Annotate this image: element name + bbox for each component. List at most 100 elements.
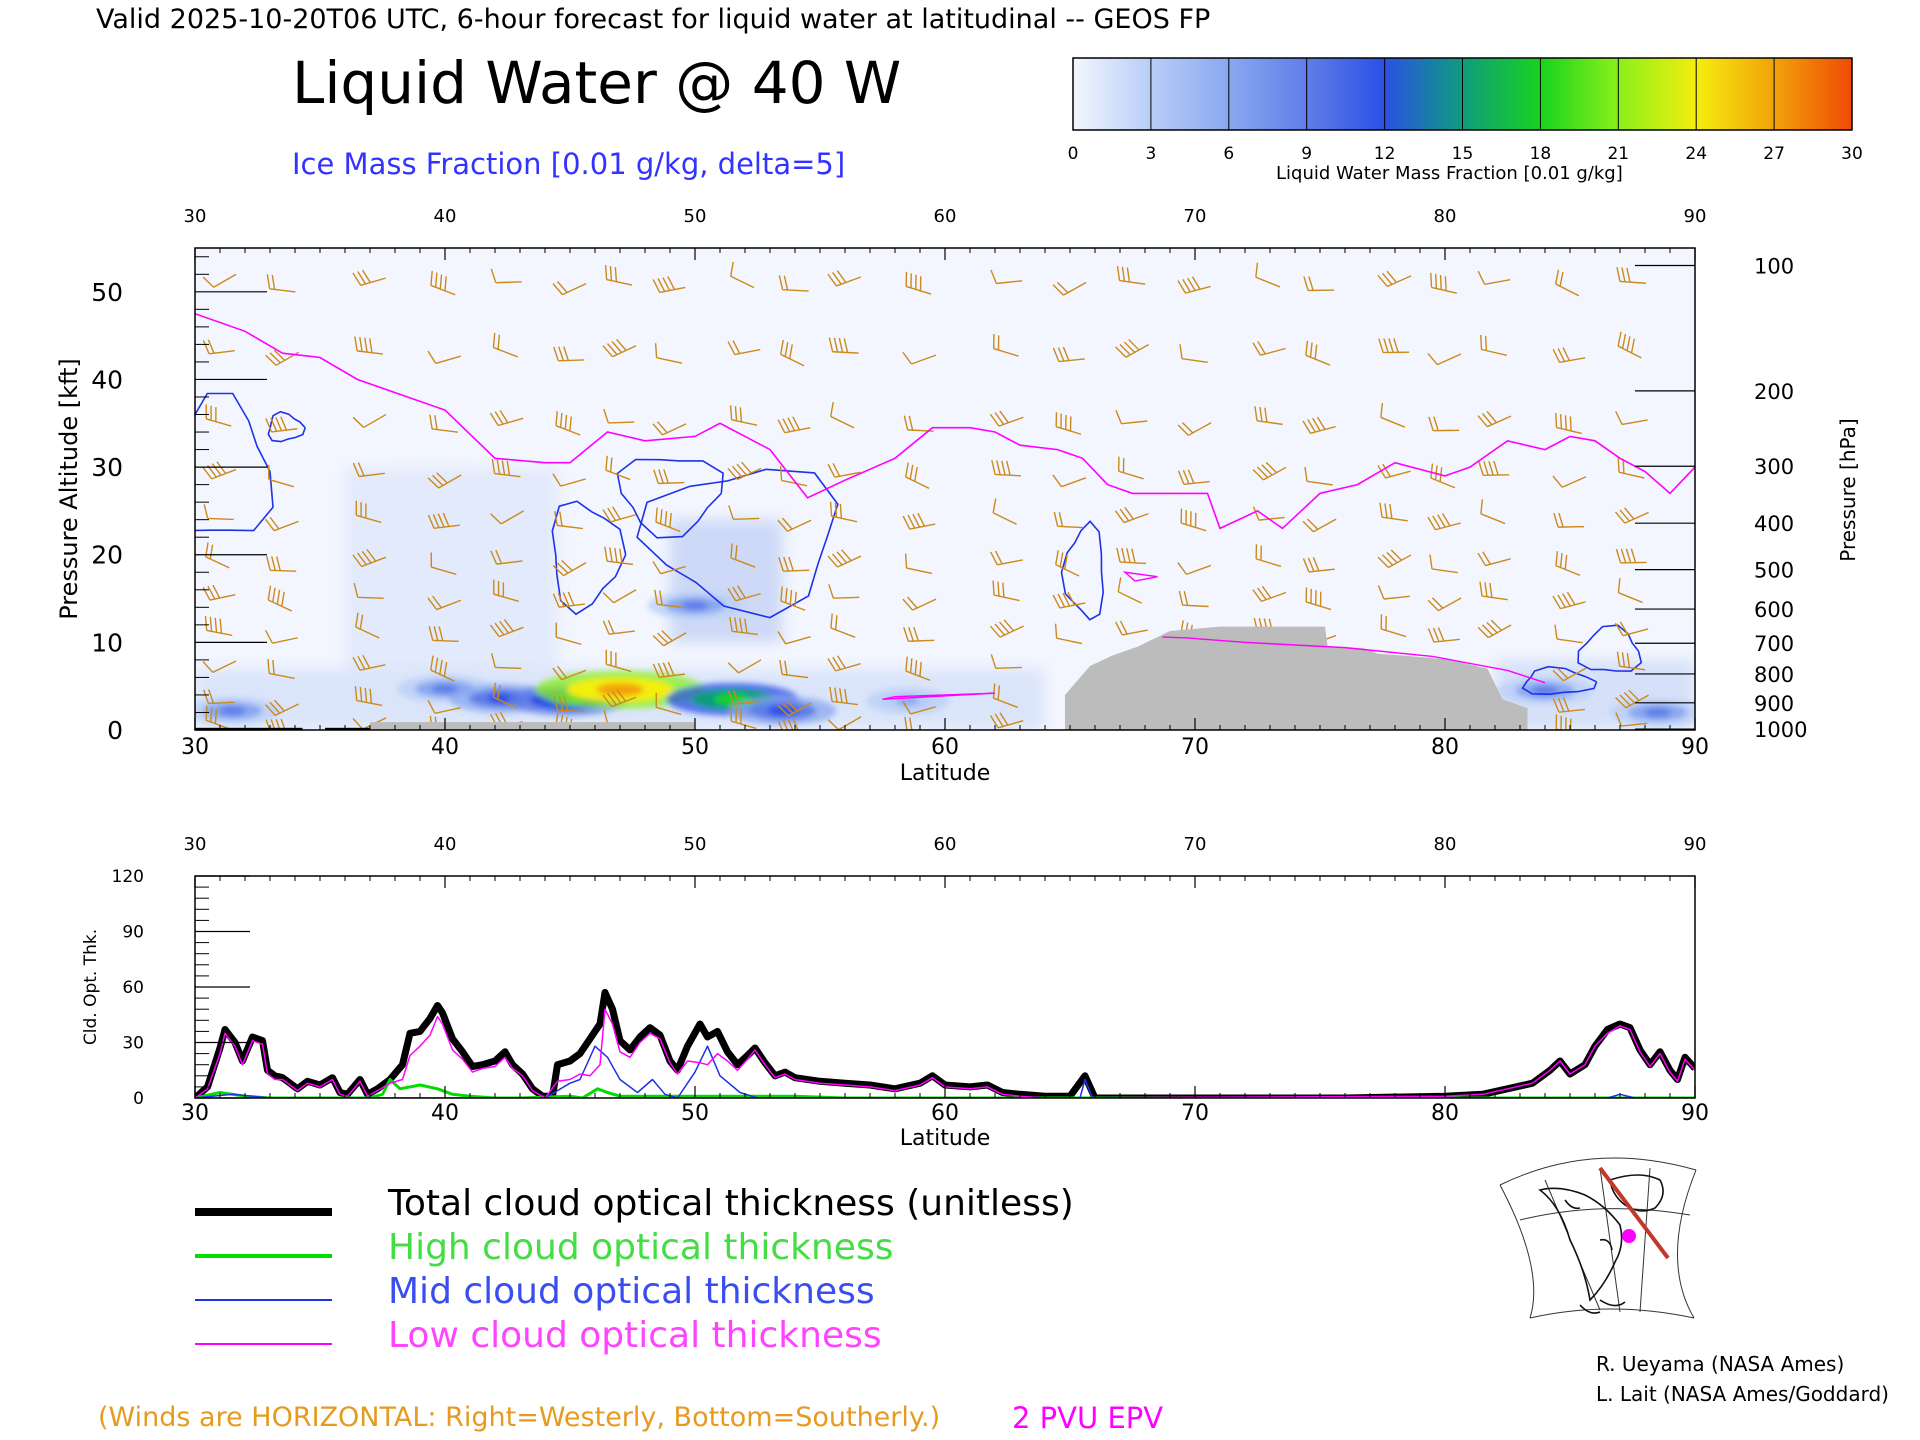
wind-barb (1179, 344, 1208, 363)
wind-barb (729, 616, 759, 636)
wind-barb-flag (203, 689, 210, 704)
epv-segment (1244, 641, 1346, 649)
wind-barb-flag (1307, 419, 1316, 433)
wind-barb-flag (739, 407, 743, 422)
wind-barb-flag (553, 696, 559, 711)
x-tick-label: 90 (1681, 735, 1709, 760)
top-axis-x-tick-label: 90 (1684, 206, 1707, 227)
wind-barb-flag (1558, 512, 1564, 528)
wind-barb-flag (787, 719, 795, 730)
right-y-tick-label: 200 (1754, 380, 1794, 404)
wind-barb (1616, 267, 1646, 284)
wind-barb-flag (827, 719, 840, 730)
wind-barb-shaft (495, 281, 522, 284)
wind-barb-flag (1557, 348, 1566, 362)
wind-barb-shaft (910, 706, 936, 715)
wind-barb-flag (564, 414, 568, 430)
wind-barb-flag (275, 417, 283, 431)
wind-barb-flag (489, 412, 499, 426)
wind-barb-flag (352, 272, 362, 286)
wind-barb-flag (602, 694, 613, 708)
terrain-fill (1065, 626, 1528, 730)
wind-barb-flag (994, 713, 1004, 727)
wind-barb-flag (364, 687, 368, 703)
wind-barb-flag (558, 696, 564, 711)
wind-barb (827, 462, 861, 478)
wind-barb-flag (1431, 597, 1444, 609)
wind-barb (904, 553, 933, 575)
wind-barb-flag (1493, 460, 1499, 476)
top-axis-x-tick-label: 80 (1434, 834, 1457, 855)
x-tick-label: 80 (1431, 735, 1459, 760)
wind-barb-flag (211, 463, 222, 476)
wind-barb-flag (1479, 581, 1483, 597)
wind-barb-flag (992, 498, 997, 513)
wind-barb-flag (215, 407, 217, 422)
wind-barb-flag (276, 556, 281, 571)
wind-barb-flag (436, 472, 448, 484)
wind-barb (827, 716, 862, 730)
wind-barb-flag (1252, 589, 1263, 602)
wind-barb (1614, 621, 1649, 637)
wind-barb-flag (1432, 515, 1441, 529)
wind-barb-flag (1552, 669, 1564, 682)
wind-barb-flag (607, 507, 617, 521)
wind-barb-flag (552, 283, 564, 296)
wind-barb-flag (553, 346, 559, 362)
wind-barb-flag (1057, 347, 1065, 362)
wind-barb-flag (834, 615, 838, 630)
series-line (195, 1008, 1695, 1098)
wind-barb-shaft (1437, 353, 1462, 366)
wind-barb-flag (1182, 278, 1191, 293)
wind-barb (727, 659, 762, 674)
wind-barb-flag (557, 665, 567, 679)
y-tick-label: 90 (122, 923, 144, 943)
wind-barb-flag (489, 624, 500, 638)
wind-barb-flag (844, 688, 848, 704)
wind-barb-flag (611, 691, 622, 704)
wind-barb-flag (1477, 552, 1487, 566)
wind-barb-flag (989, 625, 1001, 638)
wind-barb (552, 473, 586, 487)
wind-barb-flag (1615, 696, 1627, 709)
wind-barb-flag (727, 341, 736, 355)
wind-barb-flag (1060, 413, 1062, 429)
wind-barb-flag (1259, 406, 1263, 422)
wind-barb (1430, 272, 1457, 294)
wind-barb (552, 591, 585, 608)
wind-barb-flag (1119, 343, 1131, 356)
wind-barb-flag (1616, 267, 1621, 282)
wind-barb-flag (657, 278, 666, 292)
wind-barb-flag (999, 410, 1009, 424)
map-coastlines (1538, 1174, 1664, 1314)
wind-barb-flag (1119, 508, 1130, 522)
wind-barb (902, 701, 936, 715)
wind-barb-flag (609, 547, 613, 562)
wind-barb-flag (1484, 582, 1488, 597)
wind-barb-flag (563, 346, 569, 361)
wind-barb-flag (1441, 513, 1451, 527)
wind-barb-flag (208, 689, 215, 704)
wind-barb-flag (438, 626, 444, 641)
y-tick-label: 30 (122, 1034, 144, 1054)
wind-barb-flag (1058, 512, 1064, 527)
wind-barb-flag (904, 716, 908, 730)
wind-barb-flag (265, 418, 273, 433)
wind-barb-flag (1119, 620, 1128, 635)
wind-barb-flag (359, 336, 363, 352)
wind-barb-shaft (1621, 722, 1648, 727)
colorbar: 0 3 6 9 12 15 18 21 24 27 30 (1068, 57, 1863, 164)
wind-barb-flag (777, 519, 789, 532)
wind-barb-flag (1306, 518, 1319, 530)
right-y-tick-label: 900 (1754, 692, 1794, 716)
wind-barb-flag (1630, 548, 1637, 563)
wind-barb-flag (839, 503, 843, 519)
epv-segment (1432, 655, 1508, 672)
wind-barb-flag (786, 700, 798, 712)
wind-barb-flag (996, 460, 1001, 475)
wind-barb-flag (427, 597, 438, 610)
wind-barb-flag (903, 415, 909, 431)
cross-section-panel: 30 30 40 40 50 50 60 60 70 70 80 80 90 90 Latitude 0 10 2… (55, 206, 1860, 786)
wind-barb-shaft (1186, 564, 1212, 576)
